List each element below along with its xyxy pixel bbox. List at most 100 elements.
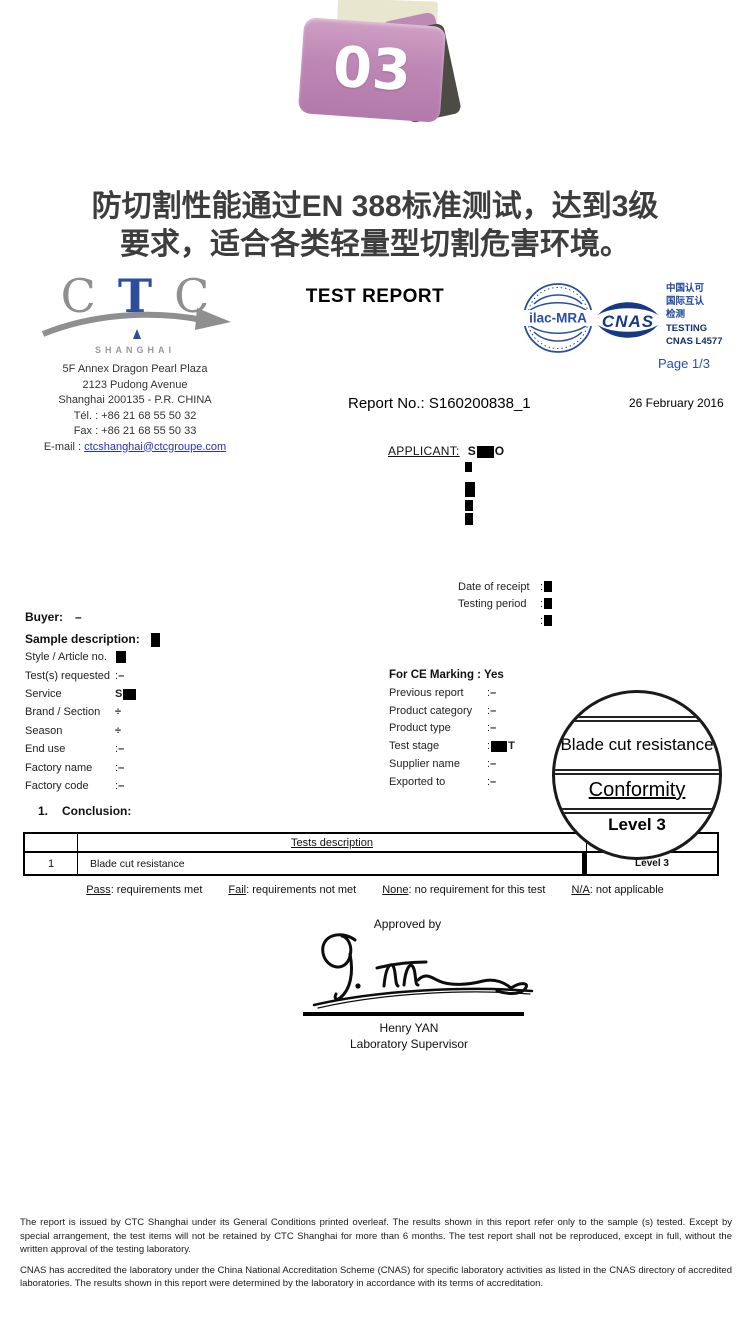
field-label: Season: [25, 724, 63, 737]
receipt-row: Testing period:: [458, 595, 553, 612]
field-row: Brand / Section ÷: [25, 703, 137, 721]
accreditation-line: TESTING: [666, 322, 708, 334]
field-row: Test stage: T: [389, 737, 515, 755]
field-value: :–: [487, 705, 496, 717]
field-value: :–: [487, 758, 496, 770]
footer-paragraph: The report is issued by CTC Shanghai und…: [20, 1217, 732, 1255]
table-row: 1 Blade cut resistance Level 3: [25, 853, 717, 874]
approver-name: Henry YAN: [379, 1021, 439, 1035]
field-value-text: –: [118, 743, 125, 756]
redacted-value: [465, 482, 475, 497]
field-value-text: T: [508, 740, 515, 753]
magnifier-text-blade: Blade cut resistance: [560, 735, 714, 754]
field-value-text: :: [540, 597, 544, 610]
field-value: :–: [115, 670, 124, 682]
field-value-text: :: [487, 704, 491, 717]
field-label: Exported to: [389, 775, 446, 788]
redacted-value: [116, 651, 126, 664]
magnifier-circle: Blade cut resistance Conformity Level 3: [552, 690, 722, 860]
redacted-value: [465, 500, 473, 511]
field-row: Exported to:–: [389, 773, 515, 791]
applicant-label: APPLICANT:: [388, 444, 460, 458]
field-label: Supplier name: [389, 758, 460, 771]
receipt-value: :: [540, 615, 553, 627]
magnifier-rule: [555, 769, 719, 771]
legend: Pass: requirements met Fail: requirements…: [0, 884, 750, 896]
headline: 防切割性能通过EN 388标准测试，达到3级 要求，适合各类轻量型切割危害环境。: [0, 188, 750, 264]
field-value: :–: [115, 780, 124, 792]
redacted-value: [544, 615, 553, 627]
legend-item: None: no requirement for this test: [382, 884, 545, 896]
field-label: Test stage: [389, 740, 440, 753]
accreditation-line: 检测: [666, 309, 686, 321]
field-value-text: :: [115, 669, 119, 682]
sample-description-row: Sample description:: [25, 632, 161, 647]
conclusion-index: 1.: [38, 804, 49, 818]
legend-desc: : requirements not met: [246, 884, 357, 896]
field-value-text: –: [118, 779, 125, 792]
field-value-text: :: [540, 580, 544, 593]
redacted-value: [491, 740, 508, 752]
table-header-cell-description: Tests description: [291, 836, 373, 849]
report-date: 26 February 2016: [629, 396, 724, 410]
field-row: Previous report:–: [389, 684, 515, 702]
receipt-row: Date of receipt:: [458, 578, 553, 595]
table-cell-index: 1: [25, 853, 78, 874]
field-value-text: :: [487, 686, 491, 699]
headline-line-2: 要求，适合各类轻量型切割危害环境。: [120, 228, 630, 261]
ctc-letter-c1: C: [60, 269, 96, 323]
address-line: Fax : +86 21 68 55 50 33: [73, 425, 197, 437]
field-value: [115, 651, 127, 664]
right-field-column: Previous report:– Product category:– Produ…: [389, 684, 515, 791]
receipt-label: Date of receipt: [458, 580, 530, 593]
legend-item: N/A: not applicable: [571, 884, 663, 896]
address-line: 5F Annex Dragon Pearl Plaza: [62, 363, 208, 375]
legend-key: N/A: [571, 884, 590, 896]
field-value-text: –: [118, 669, 125, 682]
field-value-text: –: [490, 775, 497, 788]
field-label: Test(s) requested: [25, 669, 110, 682]
folder-front-flap: 03: [297, 17, 447, 123]
ctc-logo-block: C T C SHANGHAI 5F Annex Dragon Pearl Pla…: [28, 272, 242, 455]
table-header-cell-index: [25, 834, 78, 851]
field-row: Style / Article no.: [25, 648, 137, 666]
field-value-text: –: [490, 722, 497, 735]
receipt-label: Testing period: [458, 597, 527, 610]
conclusion-table: Tests description 1 Blade cut resistance…: [23, 832, 719, 876]
field-row: Factory name :–: [25, 758, 137, 776]
report-title: TEST REPORT: [305, 286, 445, 307]
ctc-arrow-icon: [28, 300, 242, 345]
redacted-value: [476, 445, 494, 458]
field-label: Factory code: [25, 779, 89, 792]
redacted-value: [123, 688, 137, 700]
folder-03-icon: 03: [297, 0, 462, 132]
ilac-mra-logo: ilac-MRA: [521, 281, 595, 360]
cnas-text: CNAS: [602, 312, 654, 331]
email-label: E-mail :: [43, 440, 85, 453]
accreditation-line: 中国认可: [666, 283, 705, 294]
field-value: :–: [487, 722, 496, 734]
footer-legal-text: The report is issued by CTC Shanghai und…: [20, 1216, 732, 1298]
field-label: Service: [25, 687, 62, 700]
legend-key: Fail: [228, 884, 247, 896]
page-indicator: Page 1/3: [657, 356, 710, 371]
magnifier-rule: [555, 808, 719, 810]
applicant-redacted-lines: [464, 462, 476, 525]
field-label: Factory name: [25, 761, 93, 774]
ctc-address: 5F Annex Dragon Pearl Plaza 2123 Pudong A…: [28, 362, 242, 440]
approved-by-label: Approved by: [373, 917, 442, 931]
redacted-value: [544, 581, 553, 593]
address-line: Tél. : +86 21 68 55 50 32: [73, 409, 197, 422]
field-value: :–: [115, 762, 124, 774]
field-value: ÷: [115, 725, 121, 737]
field-row: Service S: [25, 685, 137, 703]
field-value: S: [115, 688, 137, 700]
field-value-text: :: [115, 761, 119, 774]
conclusion-heading: 1. Conclusion:: [38, 804, 131, 818]
signature-line: [303, 1012, 524, 1016]
legend-key: Pass: [86, 884, 111, 896]
field-value-text: ÷: [115, 706, 122, 719]
email-link[interactable]: ctcshanghai@ctcgroupe.com: [84, 440, 227, 453]
signature-image: [298, 928, 543, 1017]
